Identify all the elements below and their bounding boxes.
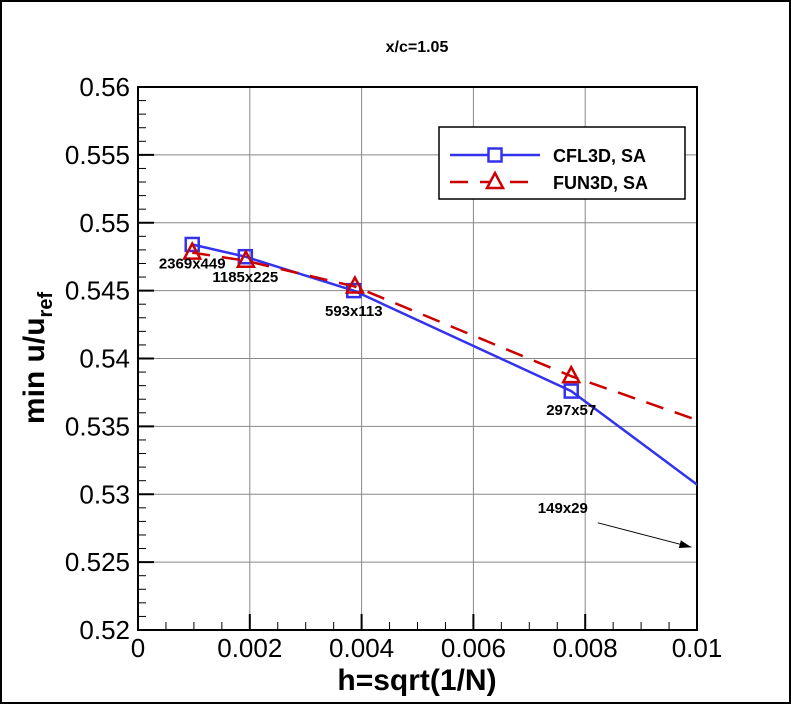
y-axis-label-subscript: ref	[35, 292, 57, 318]
y-tick-label: 0.52	[79, 615, 130, 645]
legend-square-marker	[487, 147, 503, 163]
series-group	[182, 236, 697, 487]
legend-label: CFL3D, SA	[553, 146, 646, 166]
y-tick-label: 0.545	[65, 276, 130, 306]
x-tick-label: 0	[131, 633, 145, 663]
y-tick-label: 0.54	[79, 344, 130, 374]
grid-size-annotation: 297x57	[546, 402, 596, 419]
legend-box	[438, 126, 686, 200]
y-axis-label: min u/uref	[18, 292, 57, 425]
series-line-2	[192, 251, 697, 422]
data-point-triangle	[344, 274, 365, 294]
legend-label: FUN3D, SA	[553, 173, 648, 193]
y-tick-label: 0.525	[65, 547, 130, 577]
data-point-square	[184, 236, 200, 253]
x-tick-label: 0.004	[329, 633, 394, 663]
data-point-triangle	[235, 249, 256, 269]
y-tick-label: 0.56	[79, 72, 130, 102]
x-axis-label: h=sqrt(1/N)	[337, 664, 496, 697]
y-tick-label: 0.535	[65, 411, 130, 441]
grid-size-annotation: 149x29	[538, 500, 588, 517]
data-point-square	[563, 383, 579, 399]
x-tick-label: 0.01	[672, 633, 723, 663]
y-axis-label-main: min u/u	[18, 317, 51, 424]
x-tick-label: 0.008	[553, 633, 618, 663]
plot-area-border	[137, 86, 698, 631]
x-tick-label: 0.006	[441, 633, 506, 663]
y-tick-label: 0.53	[79, 479, 130, 509]
y-tick-label: 0.555	[65, 140, 130, 170]
series-line-1	[191, 243, 697, 487]
grid-size-annotation: 593x113	[325, 303, 383, 320]
grid-size-annotation: 2369x449	[159, 255, 226, 272]
data-point-triangle	[561, 364, 582, 384]
legend-triangle-marker	[484, 170, 506, 190]
x-tick-label: 0.002	[217, 633, 282, 663]
data-point-triangle	[182, 240, 203, 260]
chart-title: x/c=1.05	[386, 39, 449, 56]
grid-size-annotation: 1185x225	[212, 269, 278, 286]
legend: CFL3D, SA FUN3D, SA	[438, 126, 686, 200]
y-tick-label: 0.55	[79, 208, 130, 238]
annotation-arrow	[597, 522, 692, 549]
